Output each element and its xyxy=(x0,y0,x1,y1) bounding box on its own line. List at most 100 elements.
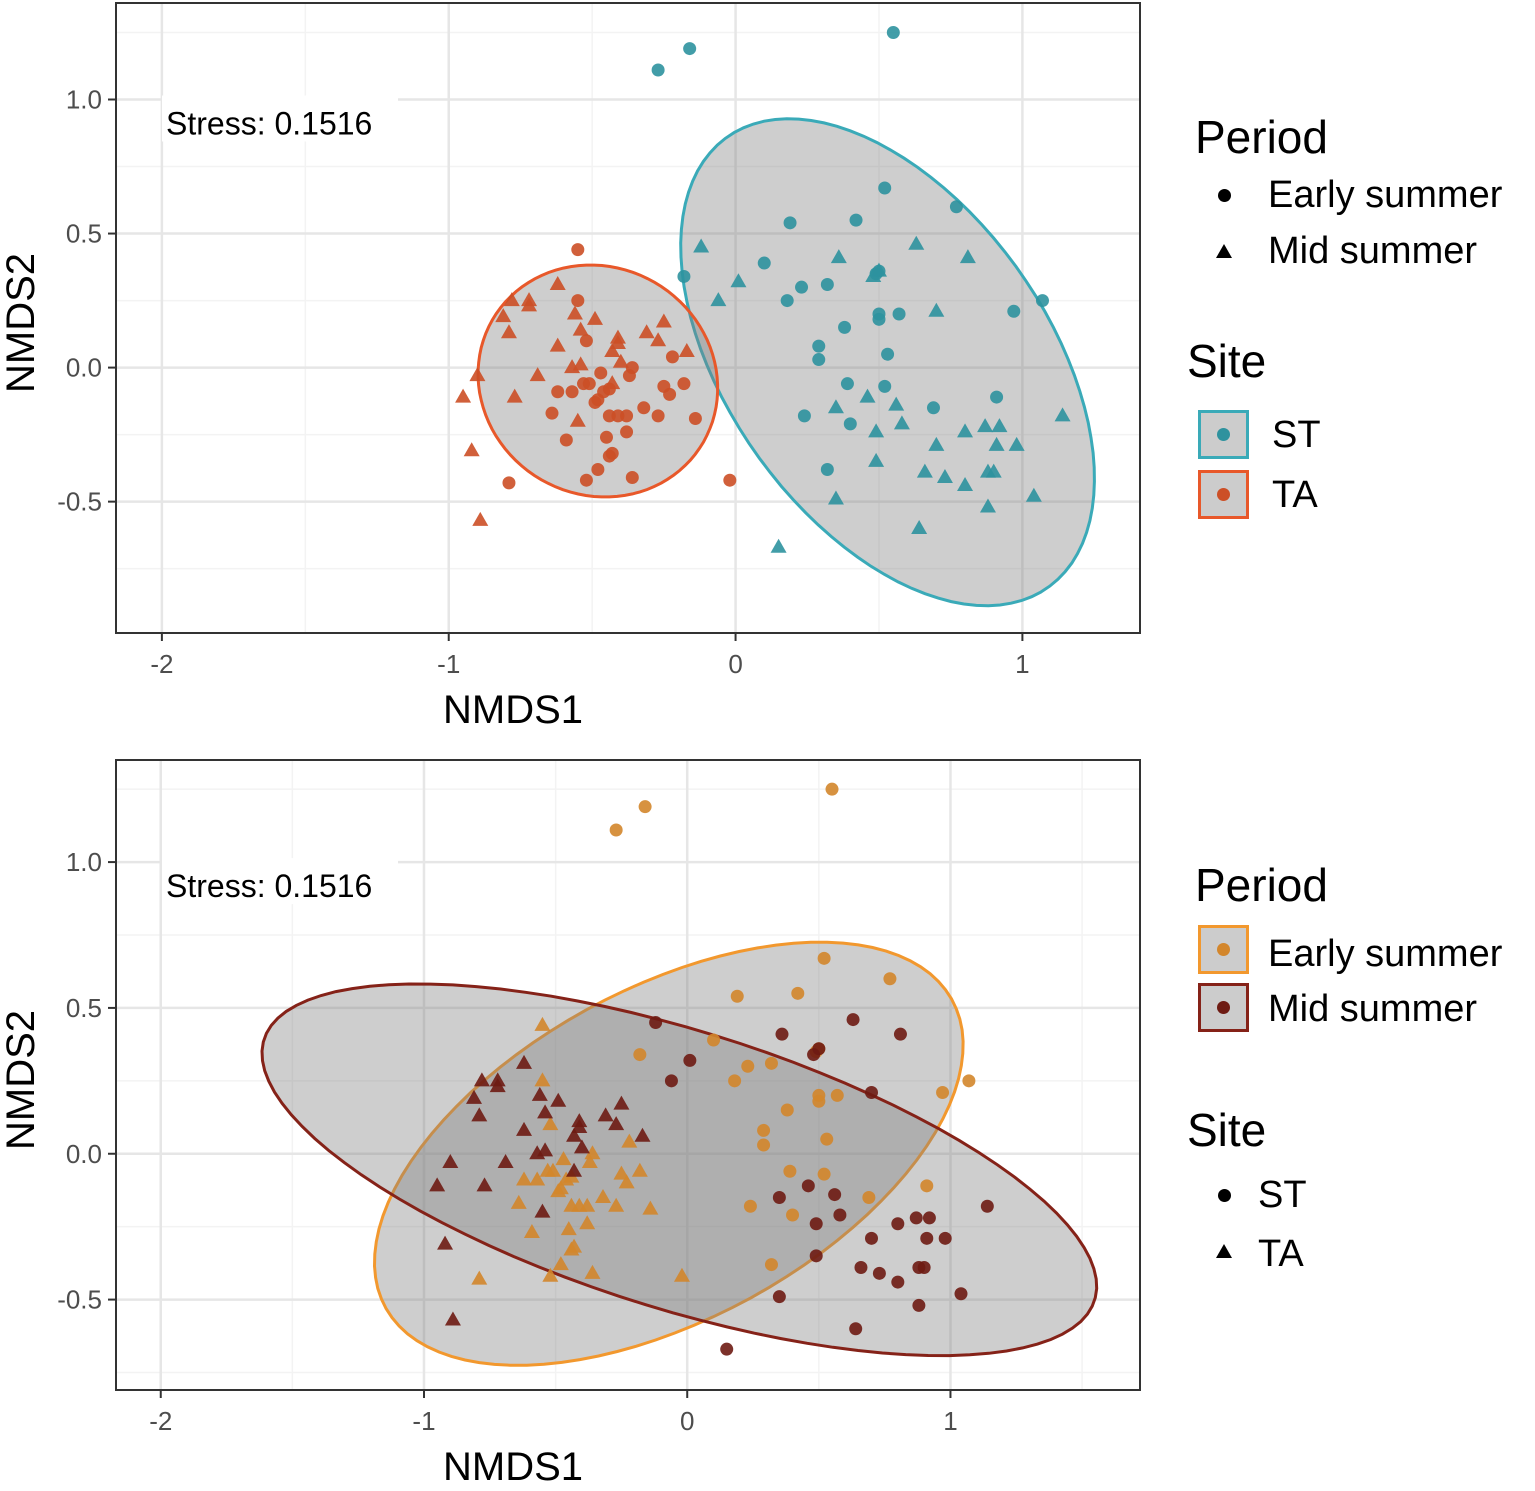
point-st-early-summer xyxy=(633,1048,647,1062)
point-ta-early-summer xyxy=(581,1154,598,1168)
x-tick-label: 0 xyxy=(728,649,742,679)
point-ta-early-summer xyxy=(588,395,602,409)
point-ta-early-summer xyxy=(605,446,619,460)
point-st-mid-summer xyxy=(809,1249,823,1263)
point-ta-early-summer xyxy=(620,425,634,439)
point-st-mid-summer xyxy=(828,1188,842,1202)
point-ta-mid-summer xyxy=(549,337,566,352)
x-axis-title: NMDS1 xyxy=(443,1445,583,1489)
point-ta-early-summer xyxy=(642,1200,659,1215)
point-st-mid-summer xyxy=(830,249,847,264)
point-st-mid-summer xyxy=(922,1211,936,1225)
panel-2: Stress: 0.1516 -2 -1 0 1 1.0 0.5 0.0 -0.5 NMDS1 NM… xyxy=(0,759,1141,1489)
point-ta-mid-summer xyxy=(516,1121,533,1136)
point-ta-early-summer xyxy=(471,1270,488,1285)
x-tick-label: -2 xyxy=(149,1406,172,1436)
point-ta-mid-summer xyxy=(650,332,667,347)
y-tick-label: 0.5 xyxy=(66,993,102,1023)
point-st-early-summer xyxy=(677,269,691,283)
point-st-early-summer xyxy=(878,181,892,195)
point-ta-mid-summer xyxy=(566,1162,583,1177)
point-st-mid-summer xyxy=(938,1231,952,1245)
point-st-early-summer xyxy=(936,1086,950,1099)
point-ta-early-summer xyxy=(550,1183,567,1198)
point-st-early-summer xyxy=(683,42,697,56)
point-st-early-summer xyxy=(764,1056,778,1070)
point-st-mid-summer xyxy=(893,415,910,430)
point-ta-mid-summer xyxy=(471,1107,488,1122)
point-ta-mid-summer xyxy=(613,1095,630,1110)
point-st-mid-summer xyxy=(868,452,885,467)
x-tick-label: 1 xyxy=(943,1406,957,1436)
point-ta-mid-summer xyxy=(534,1203,551,1218)
point-st-early-summer xyxy=(791,986,805,1000)
annotation-background xyxy=(162,858,398,905)
point-ta-early-summer xyxy=(608,1197,625,1212)
point-ta-mid-summer xyxy=(572,321,589,336)
point-st-early-summer xyxy=(780,1103,794,1117)
point-st-mid-summer xyxy=(928,436,945,451)
point-st-mid-summer xyxy=(979,498,996,513)
point-st-mid-summer xyxy=(957,477,974,492)
point-st-mid-summer xyxy=(872,1266,886,1280)
point-st-early-summer xyxy=(830,1088,844,1102)
point-st-early-summer xyxy=(783,216,797,230)
point-ta-mid-summer xyxy=(444,1311,461,1326)
point-ta-mid-summer xyxy=(500,324,517,339)
point-st-early-summer xyxy=(812,1094,826,1108)
point-st-early-summer xyxy=(783,1164,797,1178)
point-ta-mid-summer xyxy=(609,334,626,349)
point-ta-mid-summer xyxy=(472,511,489,526)
point-ta-early-summer xyxy=(631,1162,648,1177)
point-ta-mid-summer xyxy=(521,297,538,312)
point-ta-mid-summer xyxy=(655,313,672,328)
point-st-mid-summer xyxy=(859,388,876,403)
point-ta-mid-summer xyxy=(634,1127,651,1142)
point-ta-early-summer xyxy=(584,1145,601,1160)
point-ta-early-summer xyxy=(529,1171,546,1186)
point-st-early-summer xyxy=(730,989,744,1003)
point-st-early-summer xyxy=(817,1167,831,1181)
point-st-early-summer xyxy=(840,377,854,391)
point-st-mid-summer xyxy=(959,249,976,264)
point-ta-early-summer xyxy=(582,377,596,391)
x-tick-label: -2 xyxy=(150,649,173,679)
point-ta-early-summer xyxy=(542,1116,559,1131)
legend-item-mid-summer: Mid summer xyxy=(1268,230,1478,272)
point-ta-mid-summer xyxy=(455,388,472,403)
point-ta-mid-summer xyxy=(473,1072,490,1087)
legend-key-mid-summer xyxy=(1198,983,1249,1032)
y-tick-label: 0.0 xyxy=(66,1139,102,1169)
point-ta-mid-summer xyxy=(537,1104,554,1119)
ellipses xyxy=(476,117,1096,608)
triangle-icon xyxy=(1216,1244,1232,1258)
point-st-mid-summer xyxy=(772,1191,786,1204)
point-st-early-summer xyxy=(886,25,900,39)
point-st-mid-summer xyxy=(772,1290,786,1304)
annotation-background xyxy=(162,95,398,142)
circle-icon xyxy=(1218,1189,1231,1202)
circle-icon xyxy=(1217,943,1230,956)
point-st-mid-summer xyxy=(928,302,945,317)
point-ta-mid-summer xyxy=(604,343,621,358)
point-st-mid-summer xyxy=(891,1217,905,1231)
point-st-mid-summer xyxy=(891,1275,905,1289)
point-st-mid-summer xyxy=(920,1231,934,1245)
point-st-mid-summer xyxy=(720,1342,734,1356)
point-st-early-summer xyxy=(990,390,1004,404)
point-st-early-summer xyxy=(872,312,886,326)
point-ta-mid-summer xyxy=(550,1092,567,1107)
point-ta-early-summer xyxy=(637,401,651,415)
legend-key-ta xyxy=(1198,470,1249,519)
point-ta-mid-summer xyxy=(678,343,695,358)
point-ta-mid-summer xyxy=(469,367,486,382)
point-ta-early-summer xyxy=(677,377,691,391)
point-st-early-summer xyxy=(881,347,895,361)
points xyxy=(429,782,994,1356)
point-st-mid-summer xyxy=(893,1027,907,1041)
point-ta-early-summer xyxy=(579,1197,596,1212)
legend-title-period: Period xyxy=(1195,111,1328,163)
legend-key-st xyxy=(1198,410,1249,459)
point-st-mid-summer xyxy=(1025,487,1042,502)
point-st-mid-summer xyxy=(827,490,844,505)
